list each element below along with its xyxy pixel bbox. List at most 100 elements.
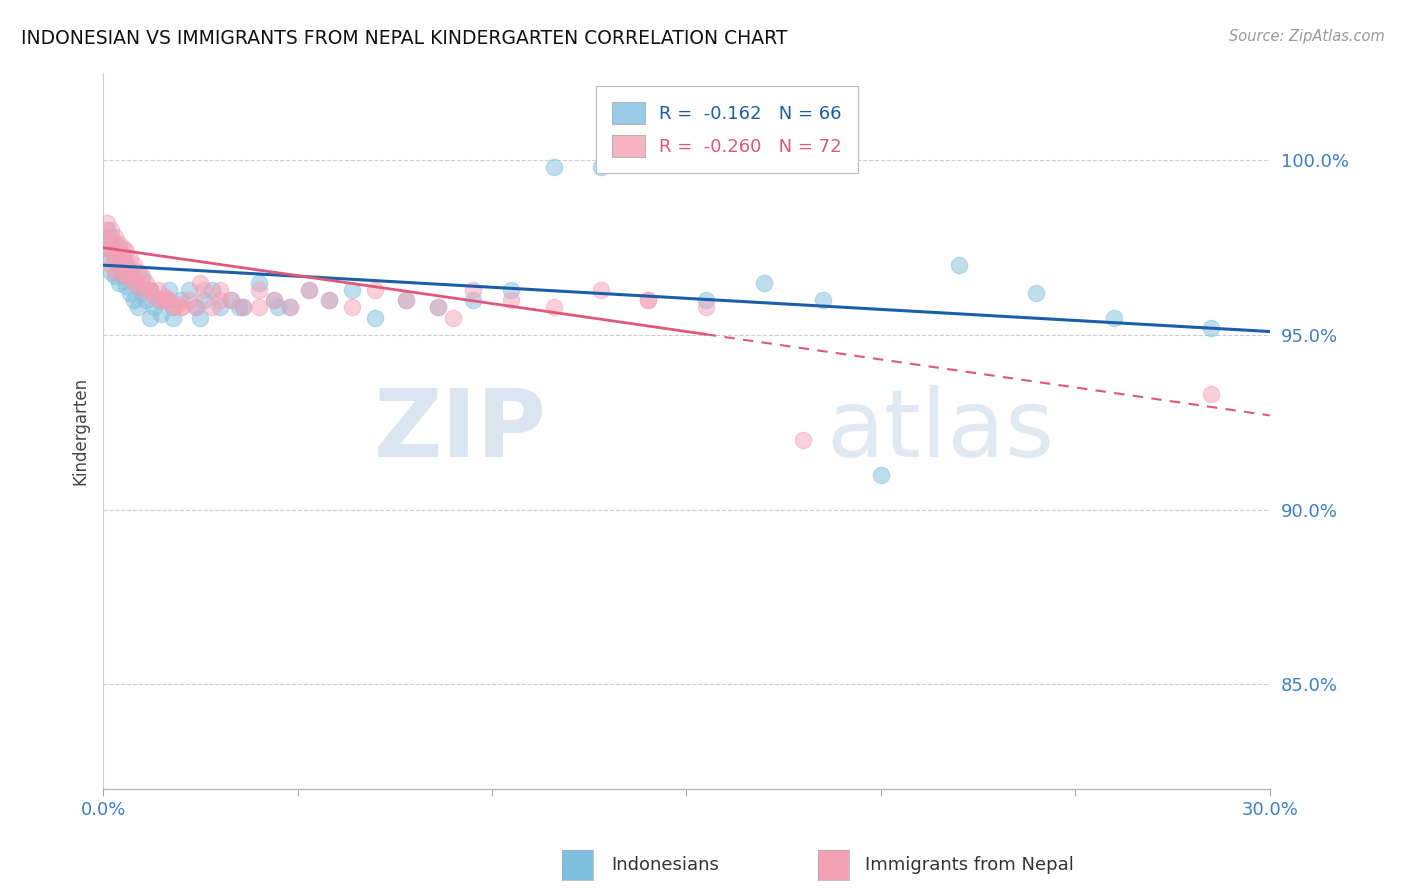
- Point: [150, 293, 173, 307]
- Point: [131, 286, 153, 301]
- Point: [754, 276, 776, 290]
- Point: [170, 300, 193, 314]
- Point: [96, 241, 118, 255]
- Point: [186, 300, 208, 314]
- Point: [278, 300, 301, 314]
- Point: [104, 254, 127, 268]
- Point: [100, 230, 122, 244]
- Point: [100, 234, 122, 248]
- Point: [162, 300, 184, 314]
- Point: [247, 300, 270, 314]
- Point: [318, 293, 340, 307]
- Point: [104, 268, 127, 283]
- Point: [461, 293, 484, 307]
- Point: [247, 283, 270, 297]
- Point: [201, 300, 224, 314]
- Point: [122, 272, 145, 286]
- Point: [201, 283, 224, 297]
- Point: [267, 300, 290, 314]
- Point: [139, 310, 162, 325]
- Point: [792, 433, 814, 447]
- Point: [298, 283, 321, 297]
- Point: [441, 310, 464, 325]
- Point: [100, 258, 122, 272]
- Point: [107, 258, 129, 272]
- Point: [127, 276, 149, 290]
- Point: [263, 293, 285, 307]
- Point: [122, 258, 145, 272]
- Point: [221, 293, 243, 307]
- Point: [543, 300, 565, 314]
- Point: [96, 230, 118, 244]
- Point: [111, 247, 134, 261]
- Point: [461, 283, 484, 297]
- Point: [104, 237, 127, 252]
- Point: [695, 293, 717, 307]
- Point: [96, 241, 118, 255]
- Point: [589, 161, 612, 175]
- Point: [100, 244, 122, 259]
- Point: [122, 276, 145, 290]
- Point: [232, 300, 254, 314]
- Legend: R =  -0.162   N = 66, R =  -0.260   N = 72: R = -0.162 N = 66, R = -0.260 N = 72: [596, 86, 858, 173]
- Point: [811, 293, 834, 307]
- Point: [247, 276, 270, 290]
- Point: [177, 293, 200, 307]
- Point: [232, 300, 254, 314]
- Point: [157, 293, 180, 307]
- Point: [395, 293, 418, 307]
- Point: [501, 283, 523, 297]
- Point: [318, 293, 340, 307]
- Point: [96, 223, 118, 237]
- Point: [131, 272, 153, 286]
- Point: [115, 258, 138, 272]
- Point: [111, 265, 134, 279]
- Point: [139, 283, 162, 297]
- Point: [188, 310, 211, 325]
- Point: [111, 251, 134, 265]
- Point: [104, 230, 127, 244]
- Point: [543, 161, 565, 175]
- Point: [869, 467, 891, 482]
- Point: [122, 293, 145, 307]
- Point: [107, 247, 129, 261]
- Point: [208, 300, 231, 314]
- Point: [115, 279, 138, 293]
- Point: [298, 283, 321, 297]
- Point: [501, 293, 523, 307]
- Point: [135, 293, 157, 307]
- Point: [155, 293, 177, 307]
- Point: [139, 283, 162, 297]
- Point: [208, 283, 231, 297]
- Text: Source: ZipAtlas.com: Source: ZipAtlas.com: [1229, 29, 1385, 44]
- Point: [111, 241, 134, 255]
- Point: [263, 293, 285, 307]
- Point: [146, 293, 169, 307]
- Point: [177, 283, 200, 297]
- Point: [111, 265, 134, 279]
- Point: [100, 265, 122, 279]
- Point: [131, 268, 153, 283]
- Point: [107, 276, 129, 290]
- Point: [208, 293, 231, 307]
- Point: [127, 300, 149, 314]
- Y-axis label: Kindergarten: Kindergarten: [72, 377, 89, 485]
- Point: [426, 300, 449, 314]
- Point: [170, 300, 193, 314]
- Point: [155, 289, 177, 303]
- Point: [107, 241, 129, 255]
- Point: [142, 289, 165, 303]
- Point: [637, 293, 659, 307]
- Point: [695, 300, 717, 314]
- Point: [364, 310, 387, 325]
- Point: [162, 310, 184, 325]
- Point: [221, 293, 243, 307]
- Point: [193, 293, 215, 307]
- Text: Indonesians: Indonesians: [612, 856, 720, 874]
- Point: [155, 293, 177, 307]
- Point: [1201, 321, 1223, 335]
- Point: [111, 268, 134, 283]
- Point: [637, 293, 659, 307]
- Point: [193, 283, 215, 297]
- Point: [120, 265, 142, 279]
